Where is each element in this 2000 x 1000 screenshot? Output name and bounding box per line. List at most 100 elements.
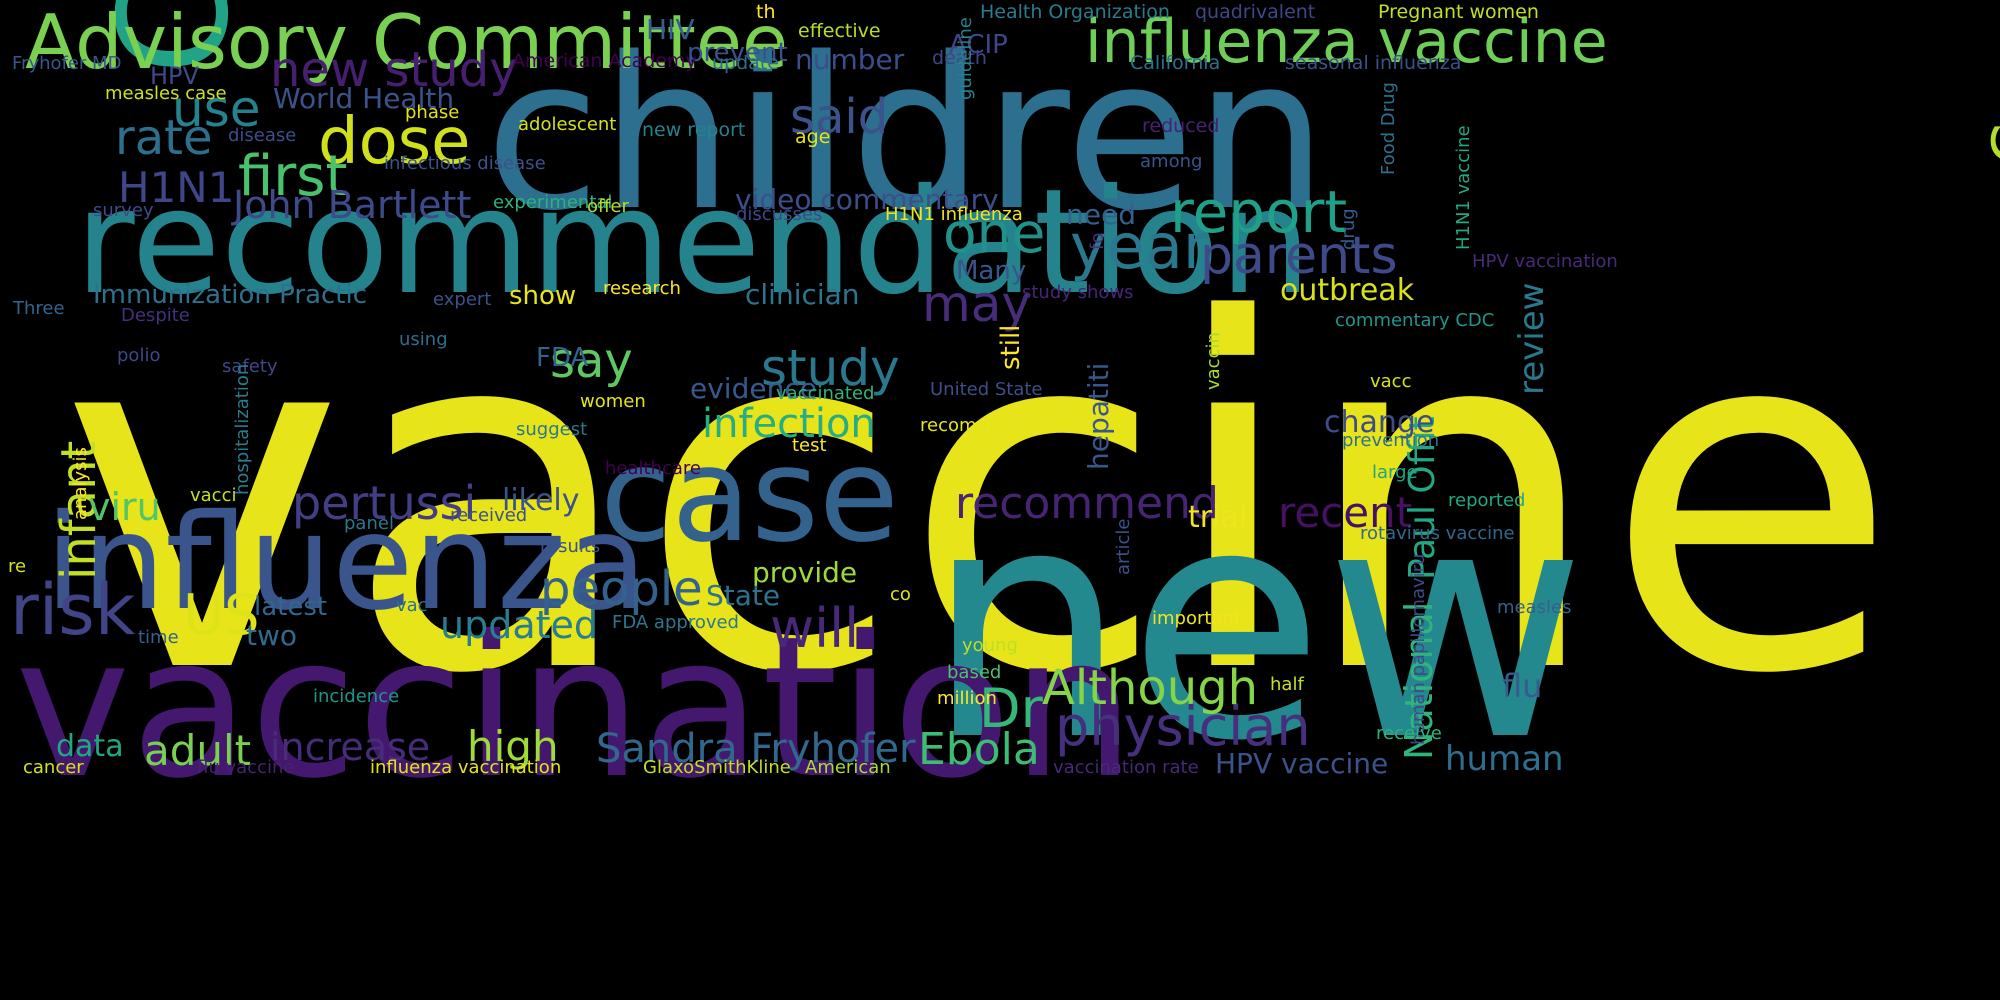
word-disease: disease <box>228 125 297 146</box>
word-study: study <box>761 339 900 397</box>
word-receive: receive <box>1376 723 1442 744</box>
word-people: people <box>540 561 703 617</box>
word-panel: panel <box>344 513 394 534</box>
word-adolescent: adolescent <box>518 114 617 135</box>
word-safety: safety <box>222 356 278 377</box>
word-death: death <box>932 47 987 69</box>
word-influenza-vaccine: influenza vaccine <box>1085 7 1608 77</box>
word-health-organization: Health Organization <box>980 1 1170 23</box>
word-rotavirus-vaccine: rotavirus vaccine <box>1360 523 1515 544</box>
word-dr: Dr <box>979 677 1043 740</box>
word-time: time <box>138 627 179 648</box>
word-adult: adult <box>144 726 252 775</box>
word-physician: physician <box>1055 695 1311 758</box>
word-updated: updated <box>440 603 599 647</box>
word-h1n1: H1N1 <box>118 163 235 212</box>
word-hiv: HIV <box>646 13 695 46</box>
word-research: research <box>603 278 681 299</box>
word-using: using <box>399 329 448 350</box>
word-flu: flu <box>1502 667 1543 705</box>
word-advisory-committee: Advisory Committee <box>25 0 789 86</box>
word-need: need <box>1066 198 1136 231</box>
word-incidence: incidence <box>313 686 400 707</box>
word-half: half <box>1270 674 1304 695</box>
word-reduced: reduced <box>1142 115 1220 137</box>
word-young: young <box>962 635 1018 656</box>
word-john-bartlett: John Bartlett <box>233 183 472 227</box>
word-american: American <box>805 757 891 778</box>
word-phase: phase <box>405 102 460 123</box>
word-recommend: recommend <box>955 478 1219 529</box>
word-human-papillomaviru: human papillomaviru <box>1408 553 1429 745</box>
word-acip: ACIP <box>949 30 1008 60</box>
word-infectious-disease: infectious disease <box>384 153 546 174</box>
word-three: Three <box>13 298 65 319</box>
word-said: said <box>790 89 889 145</box>
word-large: large <box>1372 462 1418 483</box>
word-flu-vaccine: flu vaccine <box>197 757 295 778</box>
word-re: re <box>8 556 27 577</box>
word-vaccination-rate: vaccination rate <box>1053 757 1199 778</box>
word-million: million <box>937 688 997 709</box>
word-influenza-vaccination: influenza vaccination <box>370 757 562 778</box>
word-quadrivalent: quadrivalent <box>1195 1 1316 23</box>
word-effective: effective <box>798 20 881 42</box>
word-vaccin: vaccin <box>1203 332 1224 390</box>
word-co: co <box>890 584 911 605</box>
word-influenza: influenza <box>45 486 648 640</box>
word-h1n1-vaccine: H1N1 vaccine <box>1453 125 1474 250</box>
word-california: California <box>1130 52 1221 74</box>
word-fda-approved: FDA approved <box>612 612 739 633</box>
word-evidence: evidence <box>690 372 817 405</box>
word-united-state: United State <box>930 379 1043 400</box>
word-data: data <box>56 729 124 764</box>
word-ebola: Ebola <box>918 724 1040 775</box>
word-h1n1-influenza: H1N1 influenza <box>885 204 1023 225</box>
word-dose: dose <box>318 105 471 179</box>
word-immunization-practic: Immunization Practic <box>93 280 368 310</box>
word-experimental: experimental <box>493 192 613 213</box>
word-still: still <box>996 324 1026 370</box>
word-recommended: recommended <box>920 415 1051 436</box>
word-parents: parents <box>1200 226 1398 286</box>
word-trial: trial <box>1188 500 1248 535</box>
word-many: Many <box>956 256 1027 286</box>
word-article: article <box>1113 518 1134 575</box>
word-glaxosmithkline: GlaxoSmithKline <box>643 757 791 778</box>
word-world-health: World Health <box>273 82 455 115</box>
word-vacci: vacci <box>190 485 237 506</box>
word-new: new <box>925 439 1587 811</box>
word-latest: latest <box>254 592 328 622</box>
word-offer: offer <box>587 196 629 217</box>
word-outbreak: outbreak <box>1280 273 1415 308</box>
word-prevent: prevent <box>687 38 788 68</box>
word-increase: increase <box>270 725 431 769</box>
word-hospitalization: hospitalization <box>232 363 253 495</box>
word-drug: drug <box>1338 208 1359 250</box>
word-pertussi: pertussi <box>292 476 477 530</box>
word-one: one <box>943 201 1046 265</box>
word-viru: viru <box>88 485 161 529</box>
word-children: children <box>485 12 1328 257</box>
word-guideline: guideline <box>955 17 976 100</box>
word-vaccinated: vaccinated <box>776 383 875 404</box>
word-commentary-cdc: commentary CDC <box>1335 310 1495 331</box>
word-clinician: clinician <box>745 278 860 311</box>
word-vaccination: vaccination <box>15 594 1136 821</box>
word-survey: survey <box>93 200 154 221</box>
word-polio: polio <box>117 345 161 366</box>
word-healthcare: healthcare <box>605 458 701 479</box>
word-use: use <box>172 80 261 138</box>
word-hpv-vaccine: HPV vaccine <box>1215 747 1389 780</box>
word-cancer: cancer <box>23 757 84 778</box>
word-pregnant-women: Pregnant women <box>1378 1 1539 23</box>
word-case: case <box>600 419 899 571</box>
word-say: say <box>550 333 633 389</box>
word-received: received <box>450 505 528 526</box>
word-analysis: analysis <box>70 447 91 520</box>
word-despite: Despite <box>121 305 190 326</box>
word-sandra-fryhofer: Sandra Fryhofer <box>596 726 916 772</box>
word-discusses: discusses <box>736 204 823 225</box>
word-recommendation: recommendation <box>75 158 1312 327</box>
